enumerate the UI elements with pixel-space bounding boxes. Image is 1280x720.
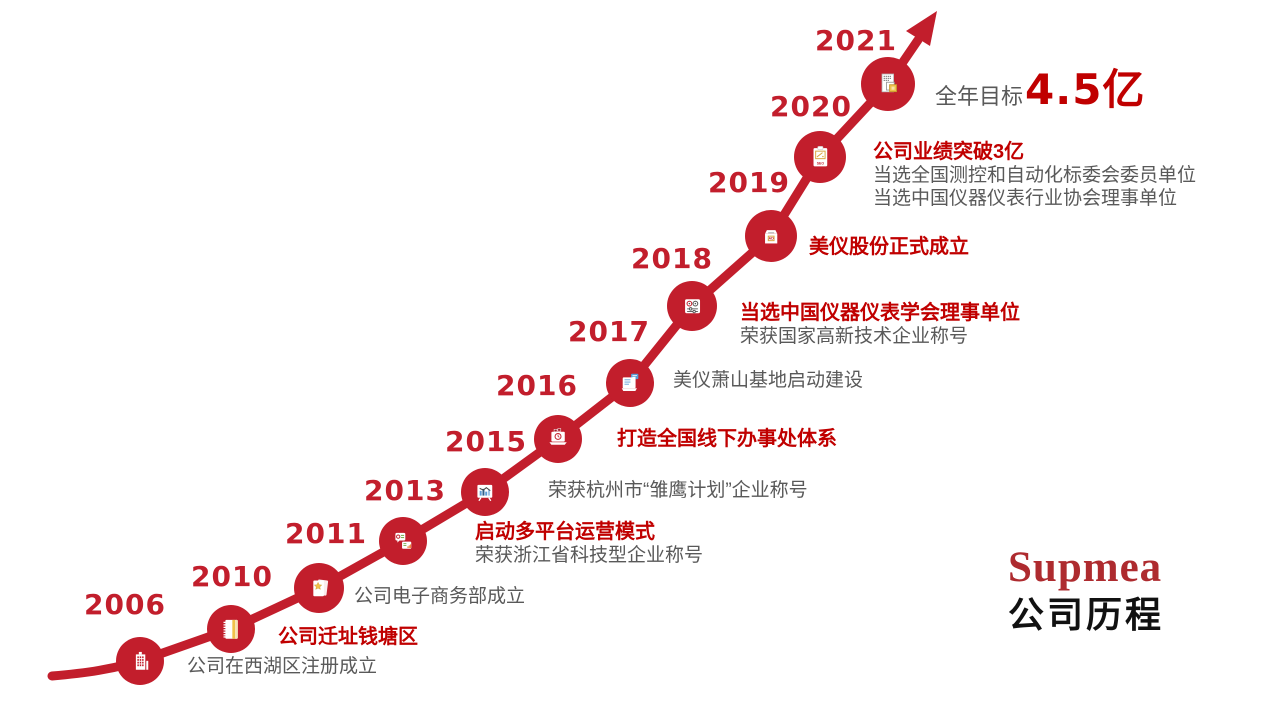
ad-label: AD: [768, 237, 774, 241]
brand-block: Supmea 公司历程: [1008, 546, 1164, 636]
laptop-timer-icon: [549, 428, 567, 445]
goal-prefix: 全年目标: [935, 84, 1024, 109]
year-label-2016: 2016: [496, 369, 578, 402]
arrowhead-icon: [906, 11, 937, 46]
milestone-node-2017: [606, 359, 654, 407]
milestone-node-2019: AD: [745, 210, 797, 262]
milestone-node-2021: [861, 57, 915, 111]
description-line: 当选中国仪器仪表行业协会理事单位: [873, 188, 1178, 209]
star-document-icon: [312, 578, 328, 596]
analytics-dashboard-icon: [395, 533, 412, 549]
milestone-node-2018: [667, 281, 717, 331]
year-label-2013: 2013: [364, 474, 446, 507]
seo-clipboard-icon: SEO: [813, 145, 828, 167]
page-title: 公司历程: [1008, 594, 1165, 635]
year-label-2015: 2015: [445, 425, 527, 458]
description-line: 美仪股份正式成立: [809, 236, 969, 258]
book-pencil-icon: [621, 373, 639, 392]
description-line: 公司业绩突破3亿: [873, 141, 1025, 163]
description-line: 荣获浙江省科技型企业称号: [475, 545, 704, 566]
milestone-description-2020: 公司业绩突破3亿 当选全国测控和自动化标委会委员单位 当选中国仪器仪表行业协会理…: [873, 141, 1196, 210]
seo-label: SEO: [817, 161, 825, 165]
milestone-description-2006: 公司在西湖区注册成立: [187, 655, 377, 678]
notebook-icon: [223, 620, 238, 639]
ad-box-icon: AD: [764, 229, 778, 244]
description-line: 当选中国仪器仪表学会理事单位: [740, 302, 1020, 324]
milestone-description-2017: 美仪萧山基地启动建设: [673, 369, 863, 392]
description-line: 当选全国测控和自动化标委会委员单位: [873, 165, 1197, 186]
milestone-description-2016: 打造全国线下办事处体系: [617, 428, 837, 451]
milestone-description-2010: 公司迁址钱塘区: [278, 626, 418, 649]
milestone-node-2020: SEO: [794, 131, 846, 183]
milestone-node-2015: [461, 468, 509, 516]
year-label-2011: 2011: [285, 517, 367, 550]
milestone-node-2011: [294, 563, 344, 613]
description-line: 公司在西湖区注册成立: [187, 656, 378, 677]
milestone-description-2015: 荣获杭州市“雏鹰计划”企业称号: [548, 479, 808, 502]
description-line: 美仪萧山基地启动建设: [673, 370, 864, 391]
timeline-path: [47, 35, 923, 681]
year-label-2019: 2019: [708, 166, 790, 199]
year-label-2020: 2020: [770, 90, 852, 123]
company-building-icon: [881, 73, 898, 93]
description-line: 打造全国线下办事处体系: [617, 428, 837, 450]
year-label-2017: 2017: [568, 315, 650, 348]
description-line: 公司迁址钱塘区: [278, 626, 418, 648]
description-line: 荣获杭州市“雏鹰计划”企业称号: [548, 480, 808, 501]
goal-value: 4.5亿: [1025, 65, 1146, 114]
year-label-2021: 2021: [815, 24, 897, 57]
milestone-node-2013: [379, 517, 427, 565]
supmea-logo: Supmea: [1008, 544, 1163, 591]
description-line: 公司电子商务部成立: [354, 586, 526, 607]
bar-chart-icon: [477, 485, 493, 502]
year-label-2006: 2006: [84, 588, 166, 621]
milestone-node-2016: [534, 415, 582, 463]
milestone-description-2011: 公司电子商务部成立: [354, 585, 525, 608]
building-icon: [136, 652, 149, 670]
milestone-description-2013: 启动多平台运营模式 荣获浙江省科技型企业称号: [475, 521, 703, 567]
milestone-node-2010: [207, 605, 255, 653]
description-line: 荣获国家高新技术企业称号: [740, 326, 969, 347]
milestone-description-2018: 当选中国仪器仪表学会理事单位 荣获国家高新技术企业称号: [740, 302, 1020, 348]
annual-goal: 全年目标 4.5亿: [935, 56, 1145, 117]
milestone-description-2019: 美仪股份正式成立: [809, 236, 969, 259]
year-label-2010: 2010: [191, 560, 273, 593]
control-panel-icon: [684, 298, 700, 313]
description-line: 启动多平台运营模式: [475, 521, 655, 543]
milestone-node-2006: [116, 637, 164, 685]
year-label-2018: 2018: [631, 242, 713, 275]
